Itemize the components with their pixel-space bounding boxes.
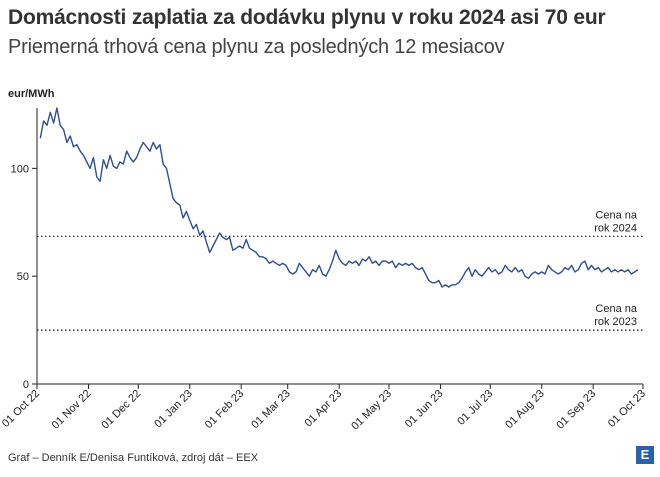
x-tick-label: 01 Aug 23 xyxy=(503,388,547,432)
source-credit: Graf – Denník E/Denisa Funtíková, zdroj … xyxy=(8,452,259,464)
x-tick-label: 01 Sep 23 xyxy=(554,388,598,432)
y-tick-label: 100 xyxy=(11,163,29,175)
x-tick-label: 01 Apr 23 xyxy=(303,388,345,430)
reference-label: Cena na xyxy=(595,209,637,221)
series-layer xyxy=(39,107,639,288)
x-tick-label: 01 May 23 xyxy=(349,388,394,433)
x-tick-label: 01 Jan 23 xyxy=(152,388,195,431)
reference-label: Cena na xyxy=(595,303,637,315)
x-axis: 01 Oct 22 01 Nov 22 01 Dec 22 01 Jan 23 01 F… xyxy=(0,383,648,433)
x-tick-label: 01 Jun 23 xyxy=(403,388,446,431)
chart-title: Domácnosti zaplatia za dodávku plynu v r… xyxy=(8,6,606,29)
x-tick-label: 01 Feb 23 xyxy=(203,388,247,432)
x-tick-label: 01 Oct 23 xyxy=(606,388,648,430)
reference-label: rok 2023 xyxy=(594,316,637,328)
denník-e-logo: E xyxy=(636,446,654,464)
y-tick-label: 0 xyxy=(23,379,29,391)
y-axis: 0 50 100 xyxy=(11,108,38,391)
y-axis-label: eur/MWh xyxy=(8,88,55,100)
y-tick-label: 50 xyxy=(17,271,29,283)
line-chart: eur/MWh 0 50 100 01 Oct 22 01 Nov 22 01 Dec … xyxy=(0,88,648,433)
x-tick-label: 01 Oct 22 xyxy=(0,388,42,430)
x-tick-label: 01 Jul 23 xyxy=(455,388,495,428)
chart-subtitle: Priemerná trhová cena plynu za poslednýc… xyxy=(8,36,505,58)
reference-label: rok 2024 xyxy=(594,222,637,234)
x-tick-label: 01 Mar 23 xyxy=(249,388,293,432)
price-series-line xyxy=(39,107,639,288)
x-tick-label: 01 Nov 22 xyxy=(50,388,94,432)
x-tick-label: 01 Dec 22 xyxy=(99,388,143,432)
